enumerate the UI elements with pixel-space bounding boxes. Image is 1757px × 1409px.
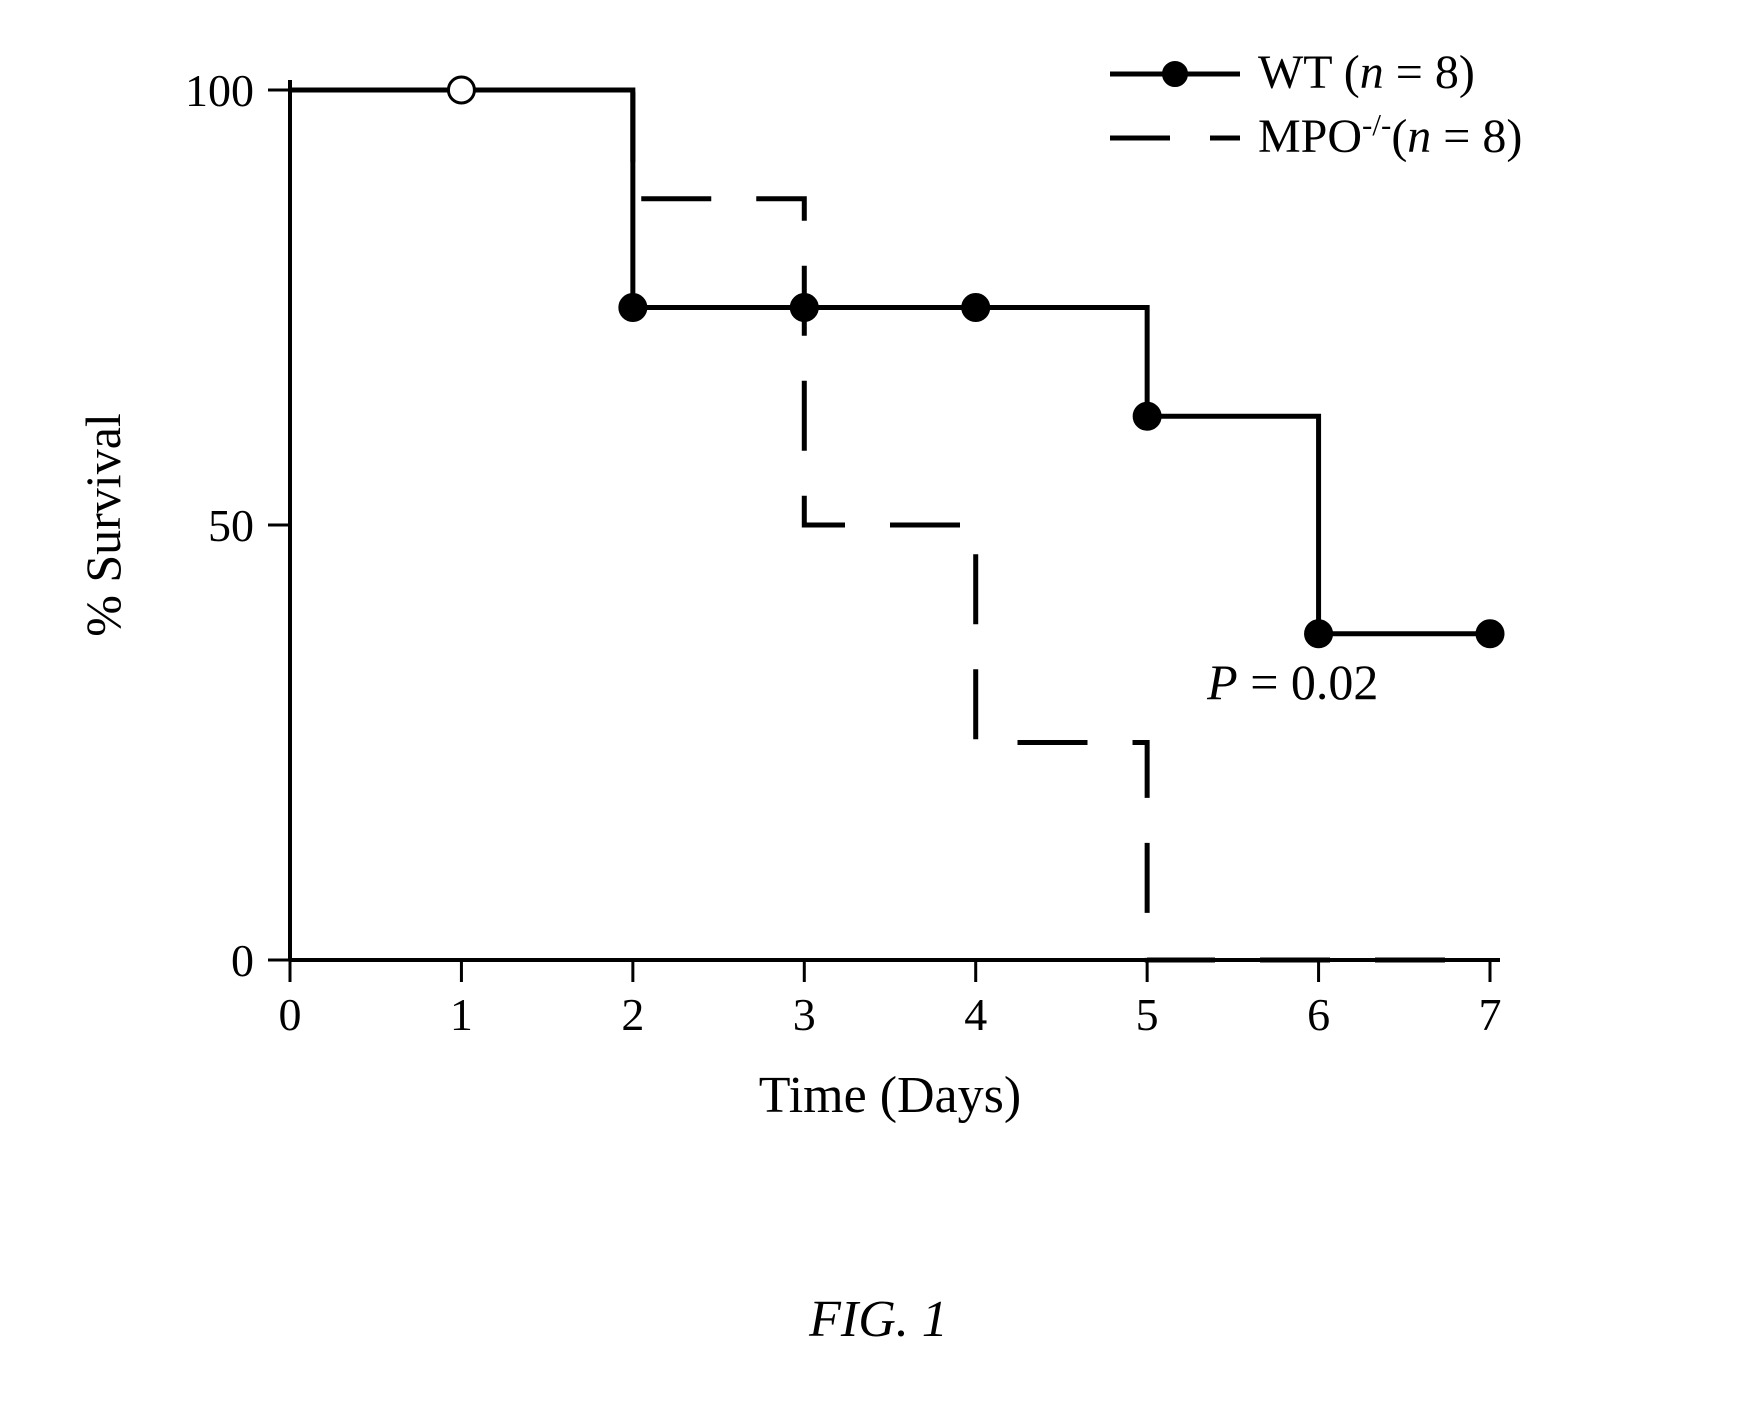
- marker-wt: [791, 295, 817, 321]
- x-tick-label: 7: [1479, 989, 1502, 1040]
- survival-chart: 0 1 2 3 4 5 6 7 Time (Days) 0 50 100 % Survival P = 0…: [0, 0, 1757, 1200]
- x-tick-label: 6: [1307, 989, 1330, 1040]
- marker-wt: [963, 295, 989, 321]
- y-tick-label: 0: [231, 935, 254, 986]
- x-tick-label: 3: [793, 989, 816, 1040]
- p-value-label: P = 0.02: [1206, 654, 1378, 710]
- legend-marker-wt: [1163, 62, 1187, 86]
- legend-label-wt: WT (n = 8): [1258, 46, 1475, 99]
- x-tick-label: 2: [621, 989, 644, 1040]
- figure-container: 0 1 2 3 4 5 6 7 Time (Days) 0 50 100 % Survival P = 0…: [0, 0, 1757, 1409]
- x-axis-label: Time (Days): [759, 1067, 1021, 1124]
- x-tick-label: 5: [1136, 989, 1159, 1040]
- marker-wt: [448, 77, 474, 103]
- x-tick-label: 1: [450, 989, 473, 1040]
- y-tick-label: 50: [208, 500, 254, 551]
- marker-wt: [1477, 621, 1503, 647]
- y-tick-label: 100: [185, 65, 254, 116]
- figure-caption: FIG. 1: [0, 1290, 1757, 1349]
- marker-wt: [1306, 621, 1332, 647]
- marker-wt: [620, 295, 646, 321]
- marker-wt: [1134, 403, 1160, 429]
- x-tick-label: 4: [964, 989, 987, 1040]
- x-tick-label: 0: [279, 989, 302, 1040]
- y-axis-label: % Survival: [75, 413, 131, 637]
